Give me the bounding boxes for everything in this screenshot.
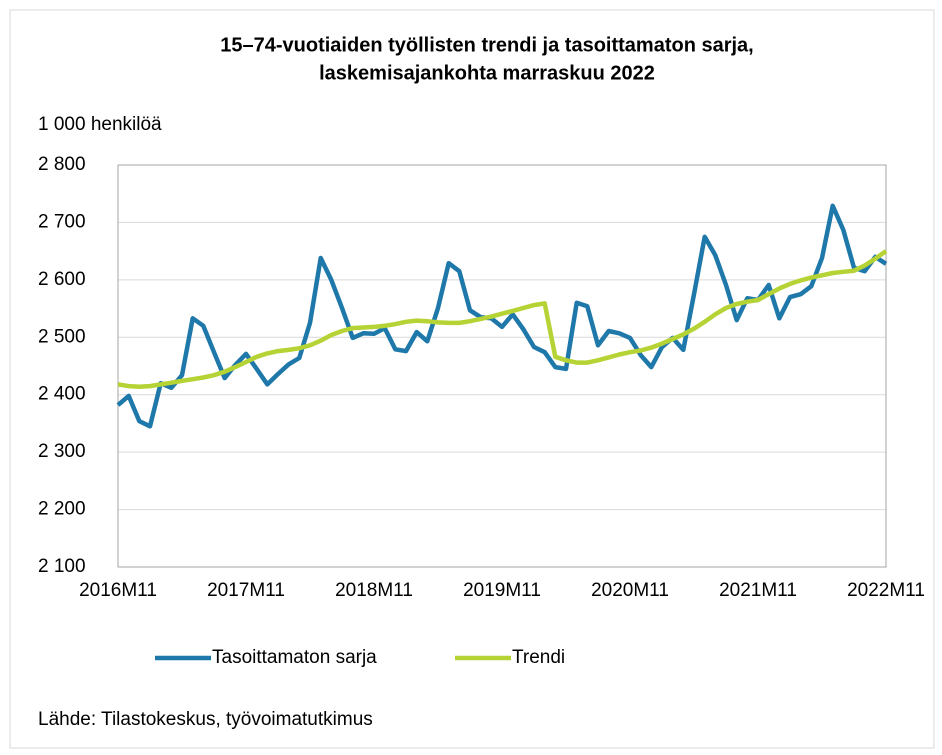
series-line xyxy=(117,249,888,389)
source: Lähde: Tilastokeskus, työvoimatutkimus xyxy=(38,709,373,730)
plot-border xyxy=(117,164,887,568)
x-tick-label: 2018M11 xyxy=(335,580,413,601)
x-tick-label: 2020M11 xyxy=(591,580,669,601)
x-tick-label: 2022M11 xyxy=(847,580,925,601)
chart-subtitle: laskemisajankohta marraskuu 2022 xyxy=(319,62,655,84)
y-tick-label: 2 300 xyxy=(38,441,86,462)
y-tick-label: 2 700 xyxy=(38,211,86,232)
y-tick-label: 2 600 xyxy=(38,269,86,290)
legend-label: Tasoittamaton sarja xyxy=(212,647,377,668)
x-tick-label: 2016M11 xyxy=(79,580,157,601)
chart-title: 15–74-vuotiaiden työllisten trendi ja ta… xyxy=(220,34,754,56)
y-tick-label: 2 100 xyxy=(38,556,86,577)
y-axis-label: 1 000 henkilöä xyxy=(38,114,162,135)
y-tick-label: 2 800 xyxy=(38,154,86,175)
chart-frame xyxy=(9,9,935,749)
y-tick-label: 2 400 xyxy=(38,384,86,405)
legend-label: Trendi xyxy=(512,647,565,668)
x-tick-label: 2021M11 xyxy=(719,580,797,601)
y-tick-label: 2 500 xyxy=(38,326,86,347)
y-tick-label: 2 200 xyxy=(38,499,86,520)
x-tick-label: 2017M11 xyxy=(207,580,285,601)
x-tick-label: 2019M11 xyxy=(463,580,541,601)
